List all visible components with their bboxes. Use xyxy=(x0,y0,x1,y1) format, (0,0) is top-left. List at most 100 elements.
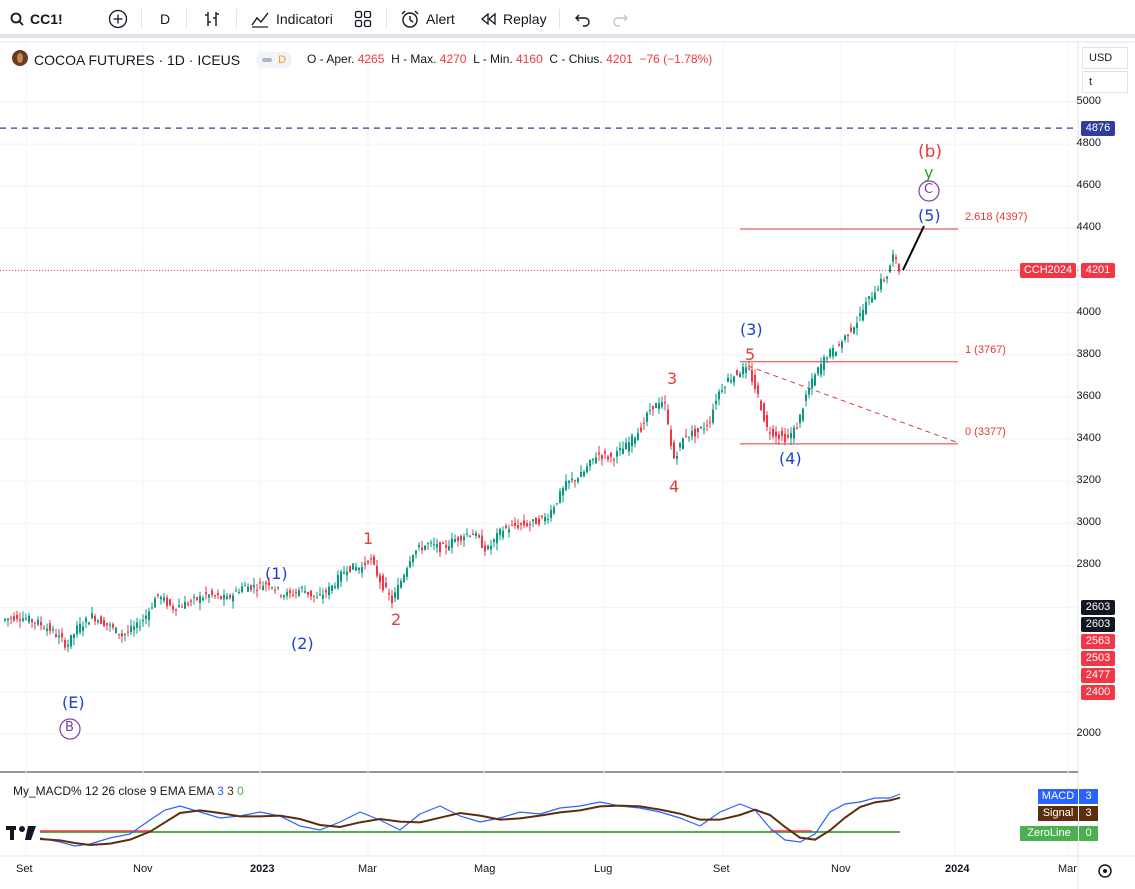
candle-body xyxy=(733,376,735,383)
subwave-2-label: 2 xyxy=(391,610,402,629)
plus-circle-icon xyxy=(108,9,128,29)
symbol-title[interactable]: COCOA FUTURES · 1D · ICEUS xyxy=(34,51,241,68)
candle-body xyxy=(394,592,396,598)
candle-body xyxy=(94,616,96,622)
candle-body xyxy=(88,622,90,625)
projection-line[interactable] xyxy=(902,225,925,271)
candle-body xyxy=(622,448,624,455)
settings-gear-icon[interactable] xyxy=(1098,864,1112,878)
candle-body xyxy=(553,507,555,514)
candle-body xyxy=(835,351,837,357)
candle-body xyxy=(472,533,474,535)
symbol-search-button[interactable]: CC1! xyxy=(10,6,63,32)
candle-body xyxy=(541,515,543,517)
candle-body xyxy=(550,509,552,519)
candle-body xyxy=(277,587,279,589)
candle-body xyxy=(130,625,132,633)
candle-body xyxy=(157,593,159,596)
current-price-tag: 4201 xyxy=(1081,263,1115,279)
alert-button[interactable]: Alert xyxy=(400,6,455,32)
candle-body xyxy=(493,539,495,542)
candle-body xyxy=(307,591,309,595)
candle-body xyxy=(412,555,414,563)
candle-body xyxy=(838,344,840,346)
wave-3-label: (3) xyxy=(740,320,763,339)
candle-body xyxy=(154,598,156,608)
wave-b-paren-label: (b) xyxy=(918,142,943,162)
candle-body xyxy=(10,617,12,619)
subwave-3-label: 3 xyxy=(667,369,678,388)
candle-body xyxy=(499,528,501,535)
candle-body xyxy=(109,624,111,626)
candle-body xyxy=(265,582,267,585)
layouts-button[interactable] xyxy=(354,6,372,32)
subwave-1-label: 1 xyxy=(363,529,374,548)
price-tick-label: 3000 xyxy=(1076,516,1101,529)
currency-select[interactable]: USD xyxy=(1082,47,1128,69)
candle-body xyxy=(415,550,417,555)
interval-button[interactable]: D xyxy=(160,6,170,32)
fib-level-label: 2.618 (4397) xyxy=(965,211,1028,224)
trend-line[interactable] xyxy=(747,365,957,443)
candle-body xyxy=(163,597,165,601)
candle-body xyxy=(616,451,618,457)
candle-body xyxy=(568,480,570,483)
candle-body xyxy=(46,628,48,632)
candle-body xyxy=(214,595,216,597)
time-tick-label: Mar xyxy=(1058,863,1077,875)
candle-body xyxy=(709,421,711,423)
candle-body xyxy=(823,357,825,370)
undo-button[interactable] xyxy=(574,6,592,32)
replay-button[interactable]: Replay xyxy=(479,6,547,32)
candle-body xyxy=(748,368,750,370)
candle-body xyxy=(667,409,669,424)
candle-body xyxy=(793,427,795,439)
alert-price-tag[interactable]: 4876 xyxy=(1081,121,1115,137)
grid-icon xyxy=(354,10,372,28)
candle-body xyxy=(523,520,525,526)
candle-body xyxy=(574,480,576,482)
candle-body xyxy=(364,562,366,565)
subwave-4-label: 4 xyxy=(669,477,680,496)
candle-body xyxy=(70,634,72,647)
price-candles xyxy=(4,249,900,652)
replay-label: Replay xyxy=(503,11,547,27)
macd-legend[interactable]: My_MACD% 12 26 close 9 EMA EMA 3 3 0 xyxy=(13,784,244,798)
candle-body xyxy=(358,567,360,571)
candle-body xyxy=(457,537,459,541)
candle-body xyxy=(343,572,345,574)
candle-body xyxy=(37,619,39,625)
redo-button[interactable] xyxy=(611,6,629,32)
tradingview-logo[interactable] xyxy=(6,826,36,840)
price-tick-label: 3200 xyxy=(1076,474,1101,487)
candle-body xyxy=(469,535,471,537)
candle-body xyxy=(196,597,198,600)
fibonacci-levels[interactable] xyxy=(740,228,958,445)
candle-body xyxy=(115,627,117,634)
add-symbol-button[interactable] xyxy=(108,6,128,32)
candle-body xyxy=(34,622,36,624)
unit-select[interactable]: t xyxy=(1082,71,1128,93)
wave-5-label: (5) xyxy=(918,206,941,225)
candle-body xyxy=(337,574,339,588)
candle-body xyxy=(49,623,51,632)
candle-body xyxy=(757,385,759,395)
candle-body xyxy=(883,279,885,281)
candle-body xyxy=(508,529,510,533)
candle-body xyxy=(625,442,627,450)
candle-body xyxy=(664,402,666,404)
candle-body xyxy=(427,543,429,545)
candle-body xyxy=(721,390,723,392)
candle-body xyxy=(112,624,114,628)
candle-body xyxy=(889,265,891,273)
candle-body xyxy=(691,431,693,437)
chart-type-button[interactable] xyxy=(202,6,222,32)
indicators-button[interactable]: Indicatori xyxy=(250,6,333,32)
status-badge[interactable]: D xyxy=(256,51,293,68)
candle-body xyxy=(640,427,642,432)
candle-body xyxy=(763,403,765,421)
candle-body xyxy=(643,422,645,424)
candle-body xyxy=(451,538,453,548)
candle-body xyxy=(856,322,858,329)
